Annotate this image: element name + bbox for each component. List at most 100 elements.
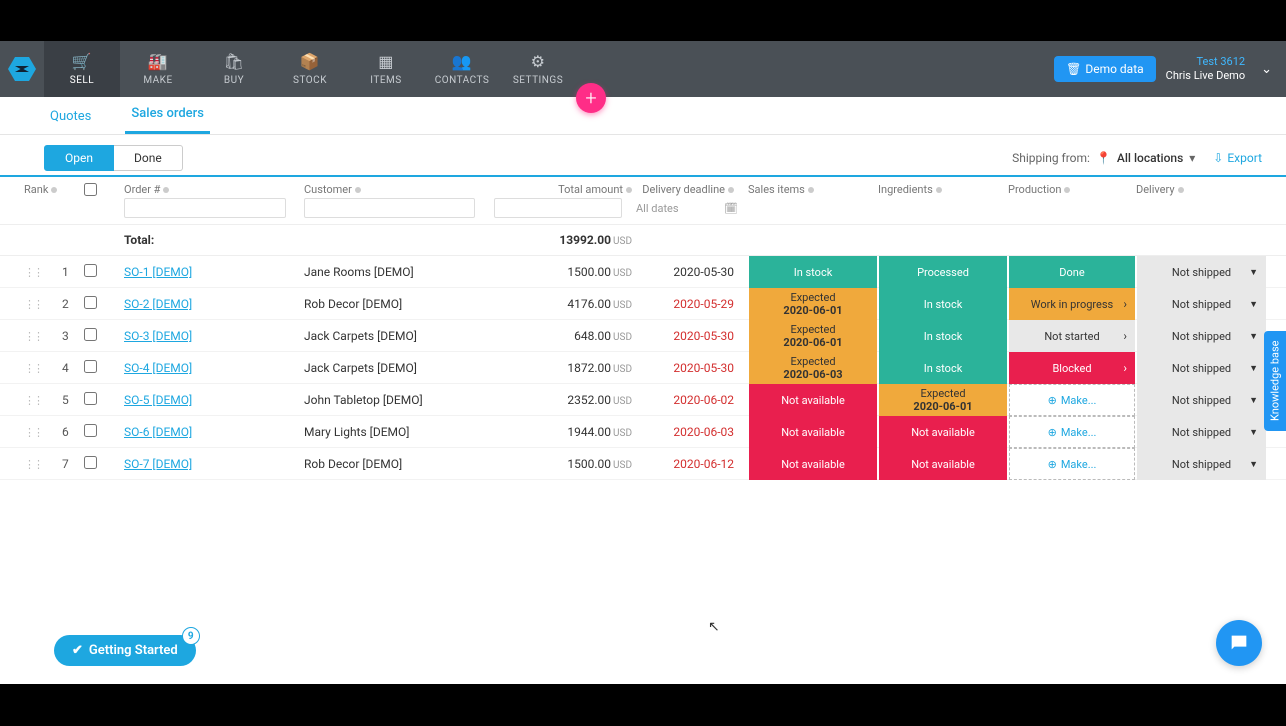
filter-amount[interactable] xyxy=(494,198,622,218)
delivery-select[interactable]: Not shipped▼ xyxy=(1137,448,1266,480)
col-delivery[interactable]: Delivery xyxy=(1136,183,1266,196)
nav-contacts[interactable]: 👥CONTACTS xyxy=(424,41,500,97)
delivery-select[interactable]: Not shipped▼ xyxy=(1137,384,1266,416)
chevron-down-icon[interactable]: ▾ xyxy=(1189,151,1195,165)
order-link[interactable]: SO-1 [DEMO] xyxy=(124,265,304,279)
status-badge[interactable]: Expected2020-06-01 xyxy=(749,320,877,352)
make-button[interactable]: ⊕Make... xyxy=(1009,448,1135,480)
status-badge[interactable]: Not started› xyxy=(1009,320,1135,352)
caret-down-icon: ▼ xyxy=(1249,395,1258,406)
drag-handle[interactable]: ⋮⋮ xyxy=(24,330,62,343)
getting-started-button[interactable]: ✔ Getting Started 9 xyxy=(54,635,196,666)
account-chevron-icon[interactable]: ⌄ xyxy=(1255,62,1278,77)
col-customer[interactable]: Customer xyxy=(304,183,494,196)
order-link[interactable]: SO-3 [DEMO] xyxy=(124,329,304,343)
table-row: ⋮⋮5SO-5 [DEMO]John Tabletop [DEMO]2352.0… xyxy=(0,384,1286,416)
row-checkbox[interactable] xyxy=(84,360,97,373)
status-badge[interactable]: Blocked› xyxy=(1009,352,1135,384)
nav-sell[interactable]: 🛒SELL xyxy=(44,41,120,97)
row-checkbox[interactable] xyxy=(84,392,97,405)
filter-order[interactable] xyxy=(124,198,286,218)
nav-stock[interactable]: 📦STOCK xyxy=(272,41,348,97)
logo[interactable] xyxy=(0,57,44,81)
nav-settings[interactable]: ⚙SETTINGS xyxy=(500,41,576,97)
status-badge[interactable]: Not available xyxy=(879,448,1007,480)
location-select[interactable]: All locations xyxy=(1117,151,1183,165)
row-checkbox[interactable] xyxy=(84,264,97,277)
status-badge[interactable]: Expected2020-06-01 xyxy=(749,288,877,320)
filter-customer[interactable] xyxy=(304,198,475,218)
status-badge[interactable]: Processed xyxy=(879,256,1007,288)
col-total[interactable]: Total amount xyxy=(494,183,636,196)
nav-label: STOCK xyxy=(293,75,327,86)
tab-quotes[interactable]: Quotes xyxy=(44,109,97,134)
table-row: ⋮⋮1SO-1 [DEMO]Jane Rooms [DEMO]1500.00US… xyxy=(0,256,1286,288)
deadline: 2020-06-12 xyxy=(636,457,748,471)
status-badge[interactable]: Not available xyxy=(749,448,877,480)
col-deadline[interactable]: Delivery deadline xyxy=(636,183,748,196)
delivery-select[interactable]: Not shipped▼ xyxy=(1137,288,1266,320)
col-production[interactable]: Production xyxy=(1008,183,1136,196)
total-label: Total: xyxy=(124,233,304,247)
status-badge[interactable]: In stock xyxy=(749,256,877,288)
row-checkbox[interactable] xyxy=(84,296,97,309)
segment-open[interactable]: Open xyxy=(44,145,114,171)
order-link[interactable]: SO-6 [DEMO] xyxy=(124,425,304,439)
demo-data-button[interactable]: 🗑 Demo data xyxy=(1054,56,1156,82)
row-checkbox[interactable] xyxy=(84,328,97,341)
delivery-select[interactable]: Not shipped▼ xyxy=(1137,352,1266,384)
col-order[interactable]: Order # xyxy=(124,183,304,196)
top-nav: 🛒SELL🏭MAKE🛍BUY📦STOCK▦ITEMS👥CONTACTS⚙SETT… xyxy=(0,41,1286,97)
export-button[interactable]: ⇩ Export xyxy=(1213,151,1262,165)
drag-handle[interactable]: ⋮⋮ xyxy=(24,298,62,311)
status-badge[interactable]: Not available xyxy=(749,384,877,416)
status-badge[interactable]: Not available xyxy=(749,416,877,448)
nav-make[interactable]: 🏭MAKE xyxy=(120,41,196,97)
col-rank[interactable]: Rank xyxy=(24,183,62,196)
col-sales[interactable]: Sales items xyxy=(748,183,878,196)
drag-handle[interactable]: ⋮⋮ xyxy=(24,362,62,375)
drag-handle[interactable]: ⋮⋮ xyxy=(24,266,62,279)
nav-icon: ⚙ xyxy=(531,52,546,71)
status-badge[interactable]: Expected2020-06-01 xyxy=(879,384,1007,416)
add-fab[interactable]: + xyxy=(576,83,606,113)
order-link[interactable]: SO-2 [DEMO] xyxy=(124,297,304,311)
drag-handle[interactable]: ⋮⋮ xyxy=(24,394,62,407)
knowledge-base-tab[interactable]: Knowledge base xyxy=(1264,331,1286,431)
col-ingredients[interactable]: Ingredients xyxy=(878,183,1008,196)
make-button[interactable]: ⊕Make... xyxy=(1009,384,1135,416)
delivery-select[interactable]: Not shipped▼ xyxy=(1137,320,1266,352)
nav-items[interactable]: ▦ITEMS xyxy=(348,41,424,97)
customer: John Tabletop [DEMO] xyxy=(304,393,494,407)
row-checkbox[interactable] xyxy=(84,424,97,437)
status-badge[interactable]: In stock xyxy=(879,288,1007,320)
status-badge[interactable]: Not available xyxy=(879,416,1007,448)
row-checkbox[interactable] xyxy=(84,456,97,469)
plus-icon: ⊕ xyxy=(1048,394,1057,407)
order-link[interactable]: SO-4 [DEMO] xyxy=(124,361,304,375)
segment-done[interactable]: Done xyxy=(114,145,183,171)
status-badge[interactable]: In stock xyxy=(879,352,1007,384)
drag-handle[interactable]: ⋮⋮ xyxy=(24,426,62,439)
status-badge[interactable]: Work in progress› xyxy=(1009,288,1135,320)
table-row: ⋮⋮2SO-2 [DEMO]Rob Decor [DEMO]4176.00USD… xyxy=(0,288,1286,320)
order-link[interactable]: SO-5 [DEMO] xyxy=(124,393,304,407)
nav-buy[interactable]: 🛍BUY xyxy=(196,41,272,97)
account-menu[interactable]: Test 3612 Chris Live Demo xyxy=(1166,55,1245,84)
delivery-select[interactable]: Not shipped▼ xyxy=(1137,416,1266,448)
rank: 1 xyxy=(62,265,84,279)
order-link[interactable]: SO-7 [DEMO] xyxy=(124,457,304,471)
rank: 3 xyxy=(62,329,84,343)
status-badge[interactable]: Done xyxy=(1009,256,1135,288)
delivery-select[interactable]: Not shipped▼ xyxy=(1137,256,1266,288)
status-badge[interactable]: In stock xyxy=(879,320,1007,352)
tab-sales-orders[interactable]: Sales orders xyxy=(125,106,210,134)
drag-handle[interactable]: ⋮⋮ xyxy=(24,458,62,471)
nav-label: CONTACTS xyxy=(435,75,490,86)
make-button[interactable]: ⊕Make... xyxy=(1009,416,1135,448)
status-badge[interactable]: Expected2020-06-03 xyxy=(749,352,877,384)
chat-button[interactable] xyxy=(1216,620,1262,666)
select-all-checkbox[interactable] xyxy=(84,183,97,196)
filter-deadline[interactable]: All dates🗓 xyxy=(636,202,748,215)
status-segment: Open Done xyxy=(44,145,183,171)
